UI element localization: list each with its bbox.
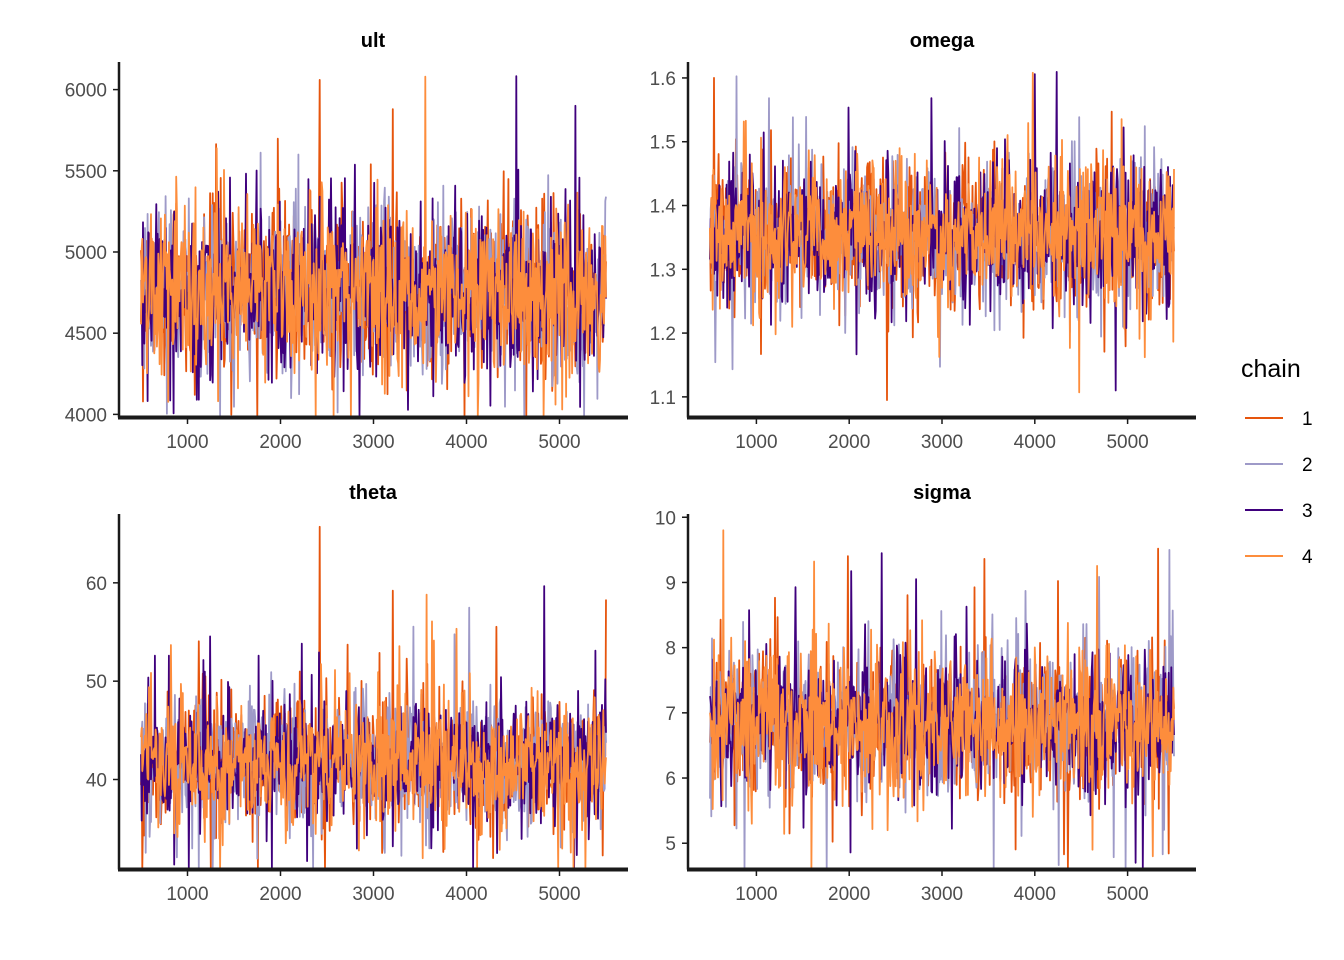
y-tick-label: 40 — [86, 771, 107, 792]
panel-axes: 1.1 1.2 1.3 1.4 1.5 1.6 1000 2000 3000 4000 5000 — [650, 62, 1196, 453]
trace-lines — [140, 75, 607, 417]
y-tick-label: 4500 — [65, 324, 107, 345]
x-tick-label: 2000 — [259, 884, 301, 905]
trace-lines — [709, 71, 1175, 402]
x-tick-label: 2000 — [828, 432, 870, 453]
x-tick-label: 4000 — [445, 884, 487, 905]
x-tick-label: 5000 — [538, 432, 580, 453]
y-tick-label: 1.2 — [650, 324, 676, 345]
y-tick-label: 1.4 — [650, 197, 677, 218]
panel-axes: 5 6 7 8 9 10 1000 2000 3000 4000 5000 — [655, 508, 1196, 905]
legend-label-chain-3: 3 — [1302, 501, 1313, 522]
x-tick-label: 3000 — [352, 884, 394, 905]
x-tick-label: 5000 — [538, 884, 580, 905]
y-tick-label: 5000 — [65, 243, 107, 264]
x-tick-label: 1000 — [735, 884, 777, 905]
y-tick-label: 1.1 — [650, 388, 676, 409]
x-tick-label: 5000 — [1106, 884, 1148, 905]
x-tick-label: 2000 — [828, 884, 870, 905]
x-tick-label: 4000 — [1014, 432, 1056, 453]
x-tick-label: 2000 — [259, 432, 301, 453]
x-tick-label: 3000 — [921, 884, 963, 905]
panel-axes: 40 50 60 1000 2000 3000 4000 5000 — [86, 514, 628, 905]
y-tick-label: 1.3 — [650, 260, 676, 281]
trace-chain-4 — [709, 529, 1175, 869]
y-tick-label: 8 — [665, 639, 676, 660]
x-tick-label: 1000 — [735, 432, 777, 453]
legend-label-chain-2: 2 — [1302, 455, 1313, 476]
panel-omega: omega 1.1 1.2 1.3 1.4 1.5 1.6 1000 2000 3000 4000… — [650, 30, 1196, 453]
x-tick-label: 3000 — [352, 432, 394, 453]
x-tick-label: 5000 — [1106, 432, 1148, 453]
y-tick-label: 5500 — [65, 162, 107, 183]
legend-label-chain-1: 1 — [1302, 409, 1313, 430]
panel-title-sigma: sigma — [913, 482, 972, 504]
legend-entry-3: 3 — [1245, 501, 1313, 522]
x-tick-label: 1000 — [166, 432, 208, 453]
panel-title-omega: omega — [910, 30, 975, 52]
trace-lines — [140, 525, 607, 869]
y-tick-label: 60 — [86, 574, 107, 595]
x-tick-label: 4000 — [445, 432, 487, 453]
y-tick-label: 7 — [665, 704, 676, 725]
legend-entry-1: 1 — [1245, 409, 1313, 430]
y-tick-label: 6 — [665, 769, 676, 790]
y-tick-label: 10 — [655, 508, 676, 529]
y-tick-label: 9 — [665, 573, 676, 594]
y-tick-label: 6000 — [65, 81, 107, 102]
trace-lines — [709, 529, 1175, 869]
legend-entry-4: 4 — [1245, 547, 1313, 568]
panel-title-ult: ult — [361, 30, 386, 52]
x-tick-label: 3000 — [921, 432, 963, 453]
x-tick-label: 1000 — [166, 884, 208, 905]
legend-entry-2: 2 — [1245, 455, 1313, 476]
panel-theta: theta 40 50 60 1000 2000 3000 4000 5000 — [86, 482, 628, 905]
y-tick-label: 1.5 — [650, 133, 676, 154]
x-tick-label: 4000 — [1014, 884, 1056, 905]
legend: chain 1 2 3 4 — [1241, 355, 1313, 568]
legend-title: chain — [1241, 355, 1301, 383]
trace-chain-4 — [709, 71, 1175, 394]
y-tick-label: 1.6 — [650, 69, 676, 90]
panel-sigma: sigma 5 6 7 8 9 10 1000 2000 3000 4000 5000 — [655, 482, 1196, 905]
trace-chain-4 — [140, 75, 607, 417]
y-tick-label: 4000 — [65, 405, 107, 426]
panel-axes: 4000 4500 5000 5500 6000 1000 2000 3000 4000 5000 — [65, 62, 628, 453]
y-tick-label: 50 — [86, 672, 107, 693]
y-tick-label: 5 — [665, 834, 676, 855]
trace-chain-4 — [140, 593, 607, 869]
legend-label-chain-4: 4 — [1302, 547, 1313, 568]
panel-title-theta: theta — [349, 482, 398, 504]
